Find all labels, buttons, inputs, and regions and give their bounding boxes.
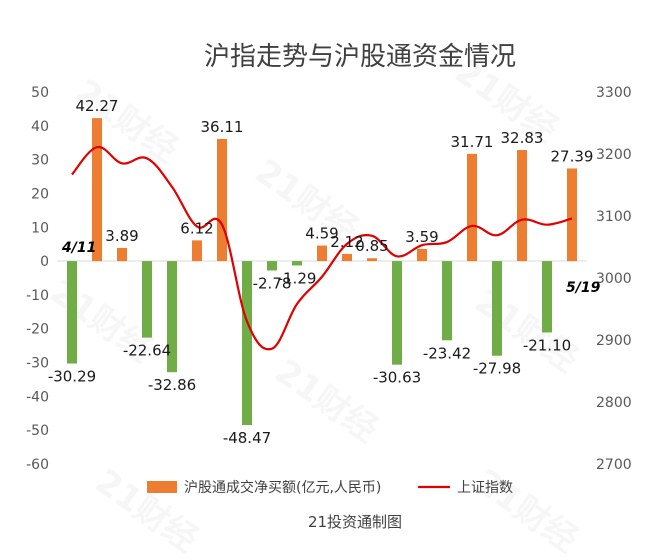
bar-value-label-3: -22.64 bbox=[123, 342, 171, 360]
bar-7 bbox=[242, 261, 252, 426]
bars bbox=[67, 118, 577, 426]
left-tick-label: 10 bbox=[31, 220, 49, 236]
bar-value-label-19: -21.10 bbox=[523, 336, 571, 354]
bar-3 bbox=[142, 261, 152, 338]
left-tick-label: -40 bbox=[26, 389, 49, 405]
bar-value-label-0: -30.29 bbox=[48, 368, 96, 386]
left-tick-label: -20 bbox=[26, 322, 49, 338]
right-axis: 3300 3200 3100 3000 2900 2800 2700 bbox=[596, 85, 632, 473]
bar-value-label-17: -27.98 bbox=[473, 360, 521, 378]
bar-value-label-7: -48.47 bbox=[223, 429, 271, 447]
left-tick-label: 50 bbox=[31, 85, 49, 101]
index-line bbox=[71, 146, 573, 351]
bar-1 bbox=[92, 118, 102, 262]
bar-value-label-9: -1.29 bbox=[278, 269, 317, 287]
bar-19 bbox=[542, 261, 552, 333]
bar-value-label-11: 2.12 bbox=[330, 233, 363, 251]
bar-value-label-20: 27.39 bbox=[551, 147, 594, 165]
bar-value-label-10: 4.59 bbox=[305, 225, 338, 243]
bar-13 bbox=[392, 261, 402, 365]
bar-4 bbox=[167, 261, 177, 373]
legend-bar-label: 沪股通成交净买额(亿元,人民币) bbox=[184, 479, 381, 496]
right-tick-label: 2900 bbox=[596, 333, 632, 349]
bar-6 bbox=[217, 138, 227, 262]
watermark-6: 21财经 bbox=[88, 462, 205, 560]
bar-value-label-8: -2.78 bbox=[253, 274, 292, 292]
bar-value-label-2: 3.89 bbox=[105, 227, 138, 245]
right-tick-label: 3200 bbox=[596, 147, 632, 163]
left-tick-label: 40 bbox=[31, 119, 49, 135]
legend-line-label: 上证指数 bbox=[457, 480, 513, 496]
bar-value-label-14: 3.59 bbox=[405, 228, 438, 246]
left-tick-label: 20 bbox=[31, 186, 49, 202]
bar-value-label-15: -23.42 bbox=[423, 344, 471, 362]
legend-bar-swatch bbox=[147, 481, 177, 493]
source-label: 21投资通制图 bbox=[308, 513, 402, 531]
bar-value-label-1: 42.27 bbox=[76, 97, 119, 115]
start-date-label: 4/11 bbox=[61, 240, 96, 256]
bar-17 bbox=[492, 261, 502, 356]
bar-2 bbox=[117, 247, 127, 262]
bar-value-label-13: -30.63 bbox=[373, 369, 421, 387]
left-axis: 50 40 30 20 10 0 -10 -20 -30 -40 -50 -60 bbox=[26, 85, 49, 473]
chart-title: 沪指走势与沪股通资金情况 bbox=[204, 42, 516, 72]
bar-14 bbox=[417, 248, 427, 262]
bar-value-label-12: 0.85 bbox=[355, 237, 388, 255]
left-tick-label: 0 bbox=[40, 254, 49, 270]
left-tick-label: -50 bbox=[26, 423, 49, 439]
right-tick-label: 3300 bbox=[596, 85, 632, 101]
bar-12 bbox=[367, 258, 377, 262]
bar-10 bbox=[317, 245, 327, 262]
bar-labels: -30.29 42.27 3.89 -22.64 -32.86 6.12 36.11 -48.… bbox=[48, 97, 594, 447]
bar-11 bbox=[342, 253, 352, 262]
right-tick-label: 3000 bbox=[596, 271, 632, 287]
bar-0 bbox=[67, 261, 77, 364]
left-tick-label: -30 bbox=[26, 356, 49, 372]
bar-value-label-5: 6.12 bbox=[180, 219, 213, 237]
right-tick-label: 2800 bbox=[596, 395, 632, 411]
right-tick-label: 3100 bbox=[596, 209, 632, 225]
bar-16 bbox=[467, 153, 477, 262]
right-tick-label: 2700 bbox=[596, 457, 632, 473]
bar-value-label-6: 36.11 bbox=[201, 118, 244, 136]
watermark-4: 21财经 bbox=[268, 352, 385, 451]
bar-20 bbox=[567, 168, 577, 262]
bar-value-label-4: -32.86 bbox=[148, 376, 196, 394]
bar-8 bbox=[267, 261, 277, 271]
bar-18 bbox=[517, 150, 527, 262]
bar-9 bbox=[292, 261, 302, 266]
left-tick-label: -60 bbox=[26, 457, 49, 473]
bar-15 bbox=[442, 261, 452, 341]
bar-value-label-18: 32.83 bbox=[501, 129, 544, 147]
legend: 沪股通成交净买额(亿元,人民币) 上证指数 bbox=[147, 479, 513, 496]
end-date-label: 5/19 bbox=[566, 280, 601, 296]
bar-value-label-16: 31.71 bbox=[451, 133, 494, 151]
left-tick-label: -10 bbox=[26, 288, 49, 304]
bar-5 bbox=[192, 240, 202, 262]
left-tick-label: 30 bbox=[31, 153, 49, 169]
watermark-7: 21财经 bbox=[468, 462, 585, 560]
